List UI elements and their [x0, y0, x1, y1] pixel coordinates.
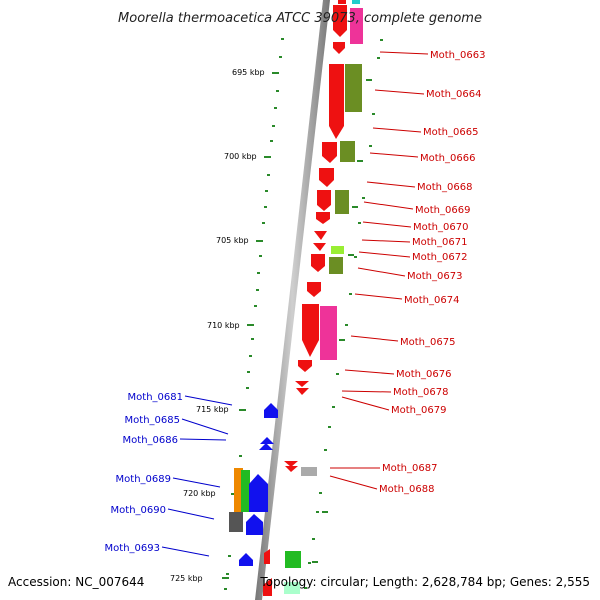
gene-label[interactable]: Moth_0681 — [128, 392, 183, 403]
gene-block — [331, 246, 344, 254]
gene-label[interactable]: Moth_0687 — [382, 463, 437, 474]
gene-label[interactable]: Moth_0674 — [404, 295, 459, 306]
gene-block — [338, 0, 346, 4]
gene-arrow — [260, 437, 274, 444]
topology-text: Topology: circular; Length: 2,628,784 bp… — [259, 575, 590, 589]
forward-label-lines — [329, 51, 429, 490]
gene-arrow — [264, 549, 270, 564]
gene-arrow — [322, 142, 337, 163]
scale-label: 700 kbp — [224, 152, 257, 161]
gene-label[interactable]: Moth_0686 — [123, 435, 178, 446]
gene-arrow — [246, 514, 263, 535]
gene-block — [340, 141, 355, 162]
gene-features — [229, 0, 363, 596]
gene-block — [285, 551, 301, 568]
gene-arrow — [259, 443, 273, 450]
gene-arrow — [307, 282, 321, 297]
gene-label[interactable]: Moth_0676 — [396, 369, 451, 380]
gene-block — [241, 470, 250, 512]
gene-label[interactable]: Moth_0688 — [379, 484, 434, 495]
gene-label[interactable]: Moth_0678 — [393, 387, 448, 398]
gene-arrow — [239, 553, 253, 566]
gene-block — [284, 582, 300, 594]
gene-label[interactable]: Moth_0673 — [407, 271, 462, 282]
gene-arrow — [298, 360, 312, 372]
gene-arrow — [263, 578, 272, 596]
gene-label[interactable]: Moth_0690 — [111, 505, 166, 516]
gene-block — [229, 512, 243, 532]
gene-block — [345, 64, 362, 112]
gene-arrow — [311, 254, 325, 272]
gene-arrow — [333, 5, 347, 37]
gene-block — [350, 8, 363, 44]
gene-label[interactable]: Moth_0685 — [125, 415, 180, 426]
accession-text: Accession: NC_007644 — [8, 575, 144, 589]
gene-block — [301, 467, 317, 476]
gene-label[interactable]: Moth_0672 — [412, 252, 467, 263]
reverse-gene-labels: Moth_0681 Moth_0685 Moth_0686 Moth_0689 … — [105, 392, 183, 554]
gene-label[interactable]: Moth_0666 — [420, 153, 475, 164]
gene-block — [352, 0, 360, 4]
gene-label[interactable]: Moth_0671 — [412, 237, 467, 248]
gene-label[interactable]: Moth_0675 — [400, 337, 455, 348]
gene-label[interactable]: Moth_0663 — [430, 50, 485, 61]
gene-label[interactable]: Moth_0668 — [417, 182, 472, 193]
gene-label[interactable]: Moth_0679 — [391, 405, 446, 416]
gene-label[interactable]: Moth_0693 — [105, 543, 160, 554]
scale-label: 695 kbp — [232, 68, 265, 77]
gene-arrow — [249, 474, 268, 512]
reverse-label-lines — [161, 395, 233, 557]
gene-label[interactable]: Moth_0689 — [116, 474, 171, 485]
gene-arrow — [295, 381, 309, 387]
map-title: Moorella thermoacetica ATCC 39073, compl… — [118, 11, 482, 26]
gene-arrow — [314, 231, 327, 240]
scale-label: 720 kbp — [183, 489, 216, 498]
gene-arrow — [329, 64, 344, 139]
gc-bars — [312, 79, 372, 563]
gene-arrow — [302, 304, 319, 357]
backbone — [255, 0, 330, 600]
gene-block — [320, 306, 337, 360]
gene-arrow — [264, 403, 278, 418]
gene-label[interactable]: Moth_0669 — [415, 205, 470, 216]
scale-label: 710 kbp — [207, 321, 240, 330]
gene-arrow — [296, 388, 309, 395]
gene-arrow — [317, 190, 331, 211]
scale-label: 725 kbp — [170, 574, 203, 583]
gene-label[interactable]: Moth_0664 — [426, 89, 481, 100]
gene-block — [335, 190, 349, 214]
scale-label: 705 kbp — [216, 236, 249, 245]
gene-arrow — [333, 42, 345, 54]
gene-block — [329, 257, 343, 274]
forward-gene-labels: Moth_0663 Moth_0664 Moth_0665 Moth_0666 … — [379, 50, 485, 495]
scale-label: 715 kbp — [196, 405, 229, 414]
gene-arrow — [319, 168, 334, 187]
scale-ticks — [222, 72, 279, 579]
gene-arrow — [313, 243, 326, 251]
gene-label[interactable]: Moth_0665 — [423, 127, 478, 138]
scale-labels: 695 kbp 700 kbp 705 kbp 710 kbp 715 kbp … — [170, 68, 265, 583]
gene-arrow — [316, 212, 330, 224]
gene-block — [234, 468, 243, 512]
gene-arrow — [285, 466, 298, 472]
gene-label[interactable]: Moth_0670 — [413, 222, 468, 233]
gene-arrow — [284, 461, 298, 467]
